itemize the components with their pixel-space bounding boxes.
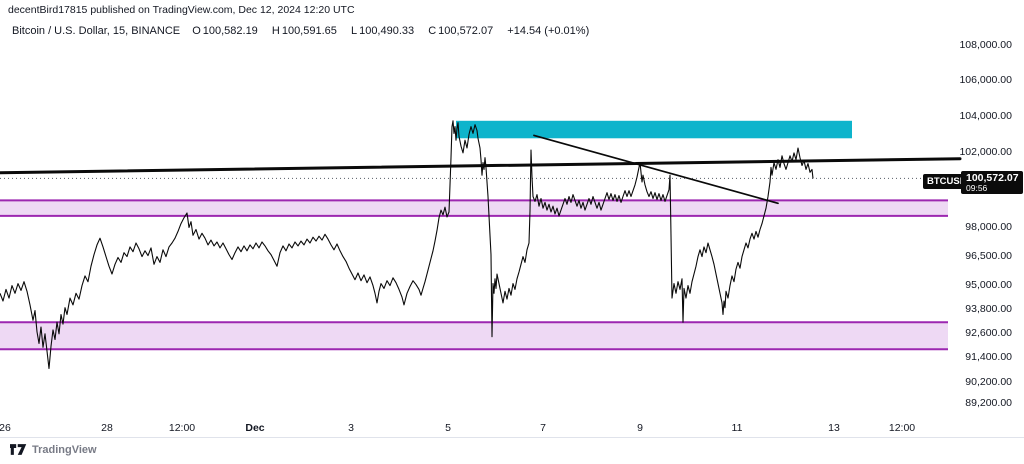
- trendline-descending[interactable]: [533, 134, 779, 205]
- price-tick-label: 92,600.00: [965, 326, 1012, 339]
- price-tick-label: 90,200.00: [965, 376, 1012, 388]
- ohlc-high: H 100,591.65: [271, 25, 337, 37]
- ohlc-close: C 100,572.07: [428, 25, 494, 37]
- time-axis[interactable]: 26 28 12:00 Dec 3 5 7 9 11 13 12:00: [0, 418, 1024, 437]
- time-tick-label: Dec: [245, 422, 265, 434]
- trendline-horizontal[interactable]: [0, 157, 962, 175]
- symbol-title: Bitcoin / U.S. Dollar, 15, BINANCE: [12, 25, 181, 37]
- supply-box[interactable]: [456, 120, 852, 139]
- price-axis[interactable]: 108,000.00 106,000.00 104,000.00 102,000.00…: [948, 0, 1024, 418]
- ohlc-open: O 100,582.19: [192, 25, 258, 37]
- resistance-zone[interactable]: [0, 200, 948, 216]
- price-tick-label: 93,800.00: [965, 302, 1012, 315]
- time-tick-label: 5: [445, 422, 451, 434]
- support-zone[interactable]: [0, 322, 948, 350]
- price-tick-label: 96,500.00: [965, 249, 1012, 262]
- time-tick-label: 7: [540, 422, 546, 434]
- time-tick-label: 26: [0, 422, 11, 434]
- time-tick-label: 12:00: [168, 422, 196, 434]
- time-axis-separator: [0, 437, 1024, 438]
- price-tick-label: 106,000.00: [959, 74, 1012, 86]
- last-price-badge: 100,572.07 09:56: [961, 171, 1023, 194]
- price-tick-label: 91,400.00: [965, 351, 1012, 364]
- price-path: [0, 120, 814, 370]
- time-tick-label: 9: [637, 422, 643, 434]
- time-tick-label: 3: [348, 422, 354, 434]
- tradingview-logo-text: TradingView: [32, 443, 97, 456]
- last-price-symbol-badge: BTCUSD: [923, 174, 971, 189]
- price-tick-label: 108,000.00: [959, 39, 1012, 52]
- time-tick-label: 13: [828, 422, 840, 434]
- time-tick-label: 12:00: [888, 422, 916, 434]
- ohlc-change: +14.54 (+0.01%): [507, 25, 590, 37]
- time-tick-label: 11: [731, 422, 743, 434]
- price-tick-label: 95,000.00: [965, 279, 1012, 291]
- price-tick-label: 104,000.00: [959, 109, 1012, 122]
- price-tick-label: 89,200.00: [965, 396, 1012, 409]
- price-tick-label: 102,000.00: [959, 146, 1012, 158]
- time-tick-label: 28: [101, 422, 113, 434]
- attribution-text: decentBird17815 published on TradingView…: [8, 4, 355, 16]
- price-tick-label: 98,000.00: [965, 220, 1012, 233]
- bar-countdown: 09:56: [966, 183, 988, 193]
- ohlc-low: L 100,490.33: [350, 25, 415, 37]
- chart-legend: Bitcoin / U.S. Dollar, 15, BINANCE O 100,…: [12, 25, 591, 37]
- last-price-value: 100,572.07: [966, 172, 1019, 184]
- tradingview-logo[interactable]: TradingView: [10, 443, 97, 456]
- tradingview-logo-icon: [10, 444, 27, 455]
